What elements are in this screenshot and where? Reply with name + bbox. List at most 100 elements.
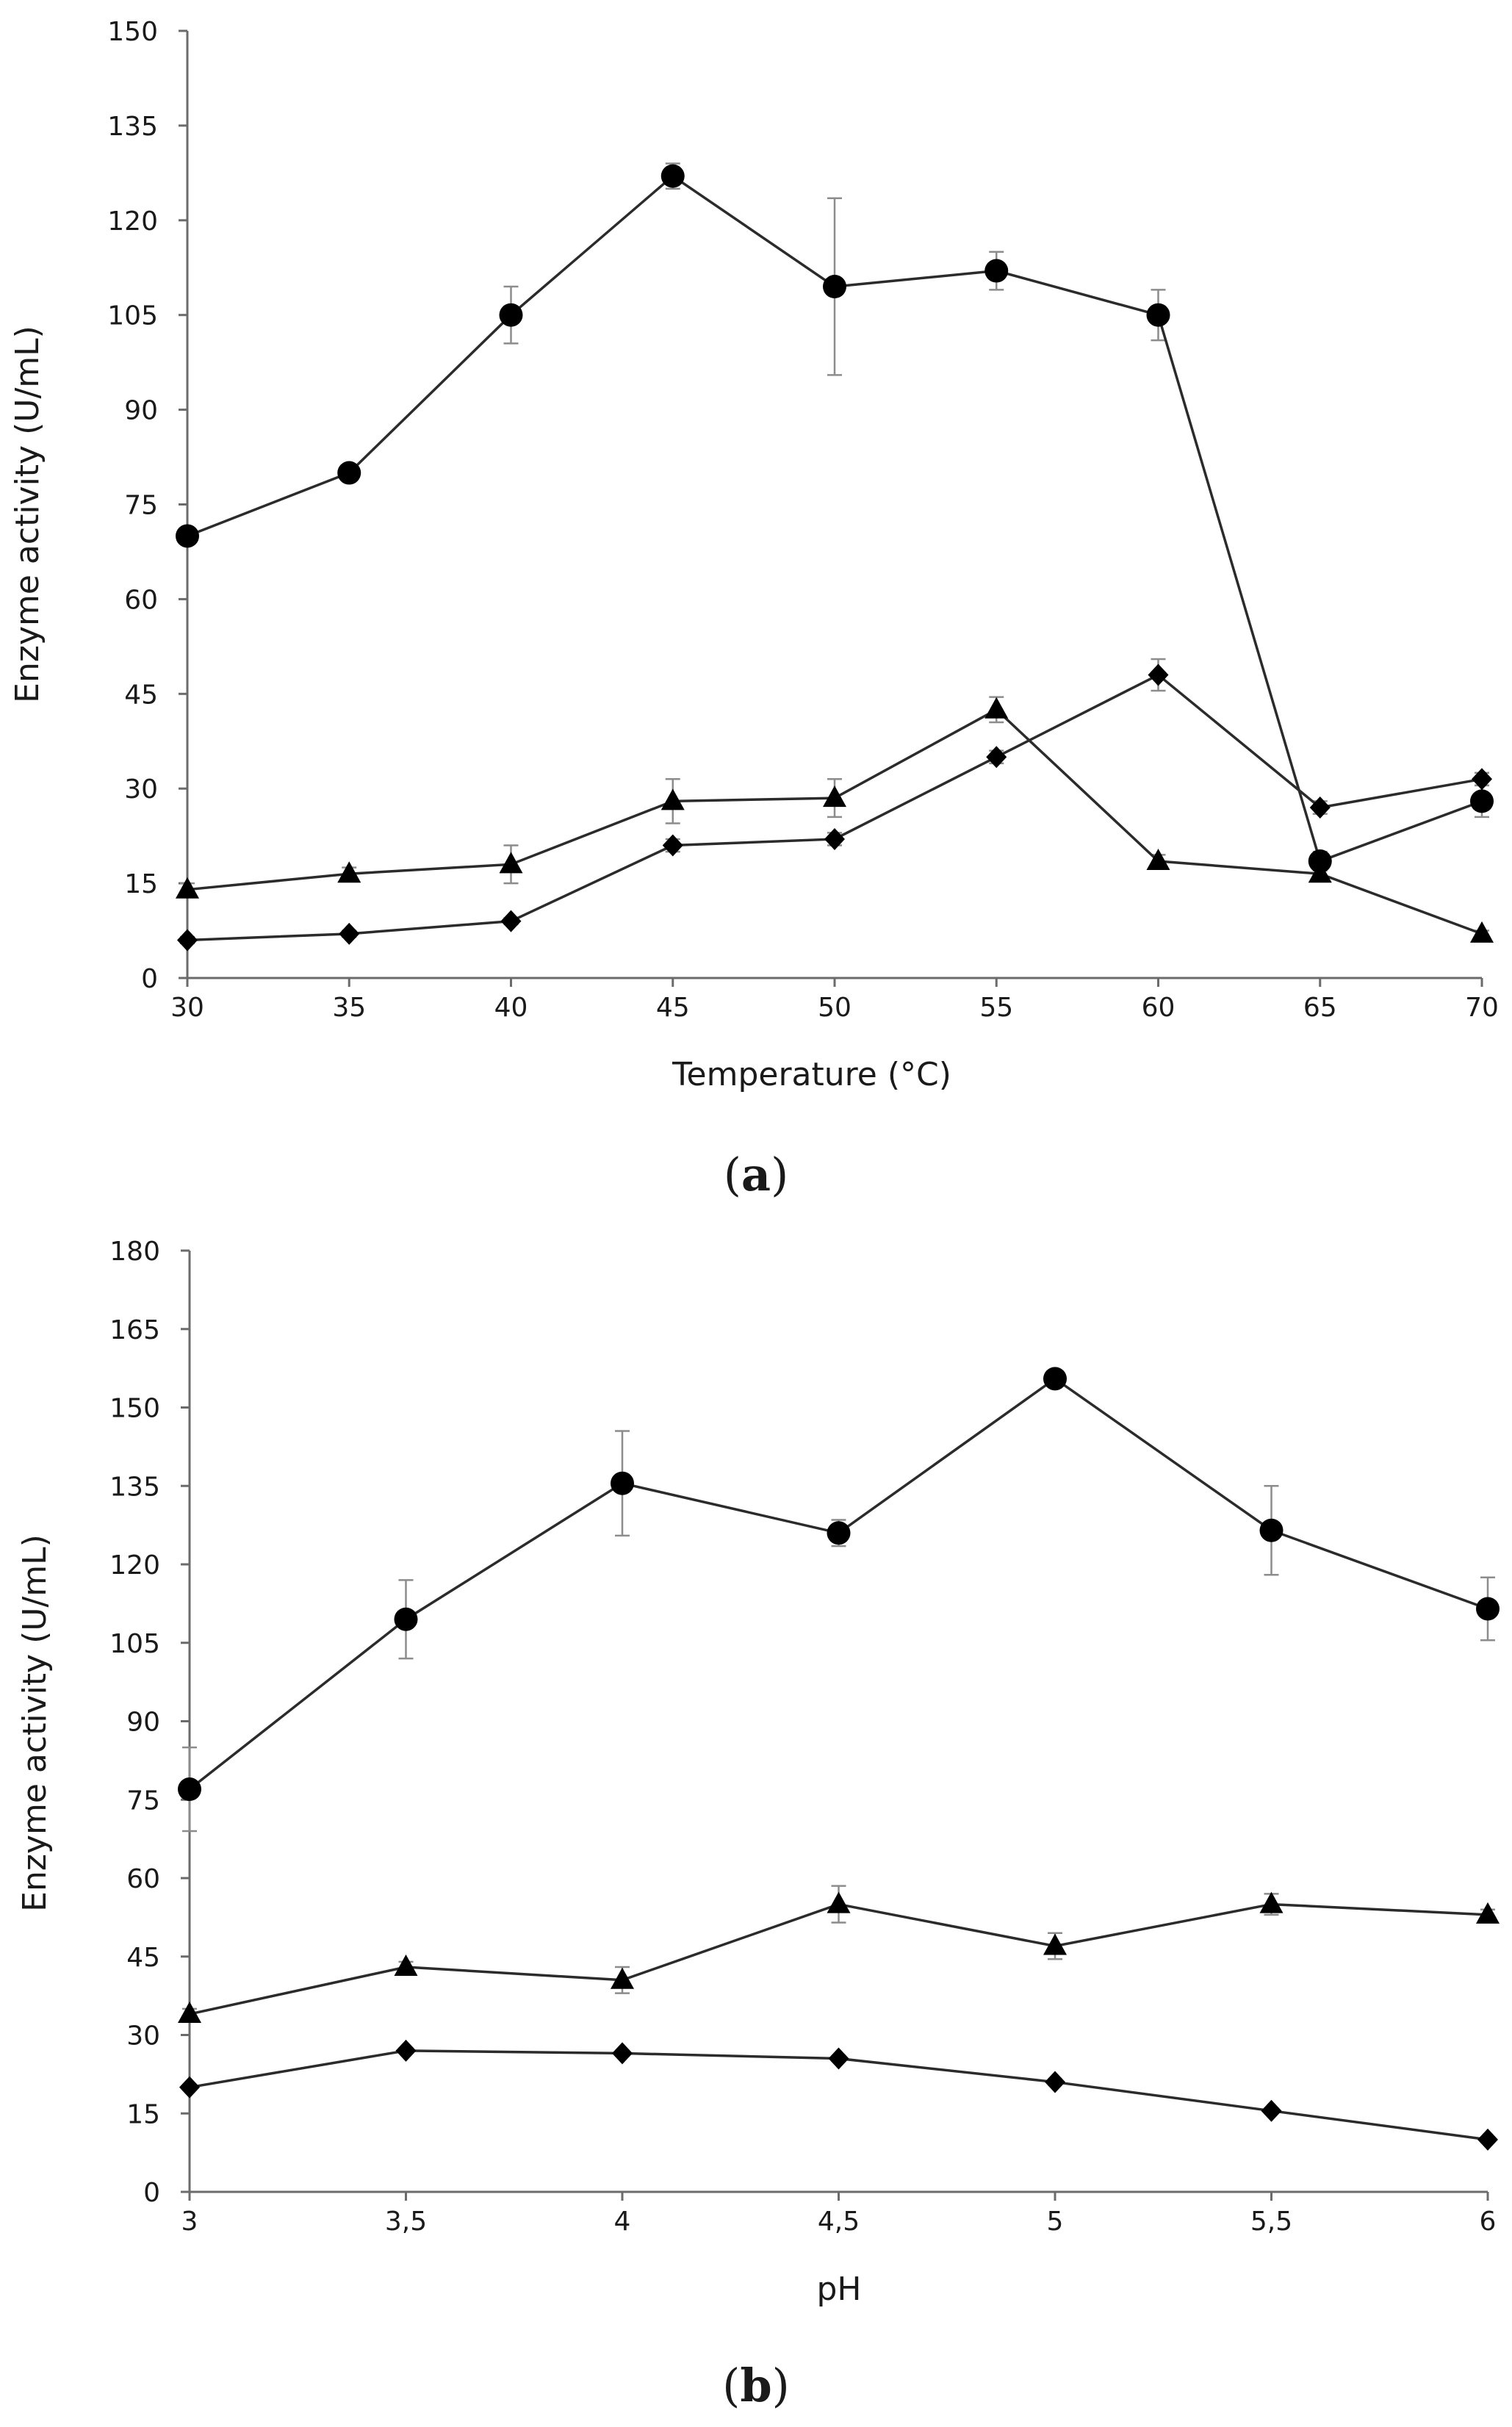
chart-panel-b: 0 15 30 45 60 75 90 105 120 135 150 165 180 3 3,5 4 4,5… <box>16 1237 1500 2412</box>
panel-a-circle-point <box>984 259 1009 283</box>
panel-b-y-tick-label: 60 <box>126 1864 160 1894</box>
panel-b-y-tick-label: 165 <box>109 1315 160 1345</box>
panel-a-circle-point <box>1308 849 1332 874</box>
panel-a-triangle-point <box>499 852 523 874</box>
panel-a-diamond-point <box>1472 768 1492 791</box>
panel-a-caption-letter: a <box>741 1148 771 1201</box>
panel-b-circle-point <box>394 1607 418 1631</box>
panel-b-x-tick-label: 4,5 <box>818 2207 860 2237</box>
panel-b-caption-letter: b <box>740 2359 771 2412</box>
panel-a-x-ticks: 30 35 40 45 50 55 60 65 70 <box>170 978 1499 1023</box>
panel-a-y-tick-label: 120 <box>107 206 158 237</box>
panel-b-circle-point <box>1043 1367 1067 1391</box>
panel-b-y-ticks: 0 15 30 45 60 75 90 105 120 135 150 165 180 <box>109 1237 190 2208</box>
panel-a-diamond-point <box>1309 796 1331 819</box>
panel-a-y-tick-label: 45 <box>124 680 158 710</box>
panel-b-y-tick-label: 180 <box>109 1237 160 1267</box>
panel-b-circle-point <box>1476 1597 1500 1621</box>
panel-b-circle-point <box>178 1777 201 1802</box>
panel-b-diamond-point <box>828 2047 849 2070</box>
panel-b-y-tick-label: 150 <box>109 1394 160 1424</box>
panel-b-triangle-point <box>1043 1933 1067 1955</box>
panel-b-triangle-point <box>1259 1891 1284 1913</box>
panel-b-y-tick-label: 90 <box>126 1708 160 1738</box>
panel-a-x-tick-label: 30 <box>170 993 204 1023</box>
panel-a-diamond-point <box>339 922 360 945</box>
panel-b-caption: (b) <box>722 2359 790 2412</box>
panel-b-diamond-point <box>179 2076 200 2099</box>
panel-b-x-tick-label: 3 <box>181 2207 198 2237</box>
panel-a-diamond-point <box>824 827 845 850</box>
panel-a-x-tick-label: 60 <box>1142 993 1176 1023</box>
panel-b-y-tick-label: 0 <box>143 2178 160 2208</box>
panel-b-x-tick-label: 5,5 <box>1250 2207 1292 2237</box>
panel-b-triangle-point <box>827 1891 851 1913</box>
panel-b-y-tick-label: 75 <box>126 1786 160 1816</box>
panel-a-circle-point <box>499 303 523 327</box>
panel-a-triangle-point <box>660 788 685 810</box>
panel-b-y-tick-label: 120 <box>109 1550 160 1581</box>
panel-a-triangle-point <box>176 877 199 899</box>
panel-a-y-tick-label: 0 <box>141 964 158 994</box>
panel-a-y-tick-label: 90 <box>124 396 158 426</box>
panel-a-x-tick-label: 35 <box>332 993 366 1023</box>
panel-a-circle-point <box>337 461 361 485</box>
panel-b-triangle-point <box>394 1954 418 1976</box>
panel-a-triangle-point <box>1470 921 1494 943</box>
panel-a-markers <box>176 164 1494 952</box>
panel-a-circle-point <box>823 275 846 299</box>
panel-b-x-axis-title: pH <box>816 2270 861 2308</box>
panel-a-circle-point <box>176 524 199 548</box>
panel-a-x-tick-label: 50 <box>818 993 852 1023</box>
panel-a-x-tick-label: 45 <box>656 993 690 1023</box>
panel-a-triangle-point <box>823 785 846 808</box>
panel-a-diamond-point <box>500 910 522 932</box>
panel-b-y-tick-label: 45 <box>126 1943 160 1973</box>
panel-b-diamond-point <box>1045 2071 1065 2093</box>
panel-b-triangle-point <box>178 2002 201 2024</box>
panel-b-x-ticks: 3 3,5 4 4,5 5 5,5 6 <box>181 2192 1497 2237</box>
panel-a-x-tick-label: 65 <box>1303 993 1337 1023</box>
panel-a-x-tick-label: 70 <box>1465 993 1499 1023</box>
panel-b-triangle-point <box>1476 1902 1500 1924</box>
panel-a-triangle-point <box>1308 861 1332 883</box>
panel-a-circle-point <box>660 164 685 188</box>
panel-b-y-axis-title: Enzyme activity (U/mL) <box>16 1534 54 1912</box>
panel-b-diamond-point <box>1477 2128 1498 2151</box>
panel-a-x-axis-title: Temperature (°C) <box>672 1056 951 1093</box>
panel-a-y-tick-label: 135 <box>107 112 158 142</box>
panel-b-diamond-point <box>612 2042 633 2065</box>
panel-a-y-axis-title: Enzyme activity (U/mL) <box>9 326 46 703</box>
panel-a-x-tick-label: 55 <box>979 993 1013 1023</box>
panel-a-triangle-point <box>984 697 1009 719</box>
panel-b-diamond-point <box>1261 2099 1282 2122</box>
panel-a-triangle-point <box>337 861 361 883</box>
panel-b-circle-point <box>1259 1518 1284 1542</box>
panel-b-diamond-point <box>395 2039 417 2062</box>
panel-b-triangle-point <box>611 1967 634 1989</box>
panel-b-x-tick-label: 3,5 <box>385 2207 427 2237</box>
panel-a-circle-point <box>1146 303 1170 327</box>
panel-a-triangle-series-line <box>187 708 1483 935</box>
panel-b-y-tick-label: 15 <box>126 2099 160 2129</box>
panel-a-diamond-point <box>986 746 1007 769</box>
panel-a-y-tick-label: 15 <box>124 869 158 899</box>
panel-b-markers <box>178 1367 1500 2151</box>
panel-a-diamond-point <box>177 929 198 952</box>
panel-a-y-tick-label: 105 <box>107 301 158 331</box>
panel-a-x-tick-label: 40 <box>494 993 528 1023</box>
panel-a-diamond-point <box>1148 664 1169 686</box>
panel-a-y-tick-label: 75 <box>124 491 158 521</box>
panel-a-y-tick-label: 150 <box>107 17 158 47</box>
panel-b-circle-point <box>827 1521 851 1545</box>
panel-b-y-tick-label: 30 <box>126 2021 160 2052</box>
panel-a-diamond-point <box>662 834 683 857</box>
panel-b-y-tick-label: 105 <box>109 1629 160 1659</box>
panel-a-y-tick-label: 60 <box>124 585 158 615</box>
panel-b-x-tick-label: 6 <box>1480 2207 1497 2237</box>
panel-b-y-tick-label: 135 <box>109 1472 160 1502</box>
panel-b-circle-series-line <box>188 1377 1488 1791</box>
panel-b-error-bars <box>182 1372 1495 2143</box>
panel-a-y-ticks: 0 15 30 45 60 75 90 105 120 135 150 <box>107 17 187 994</box>
